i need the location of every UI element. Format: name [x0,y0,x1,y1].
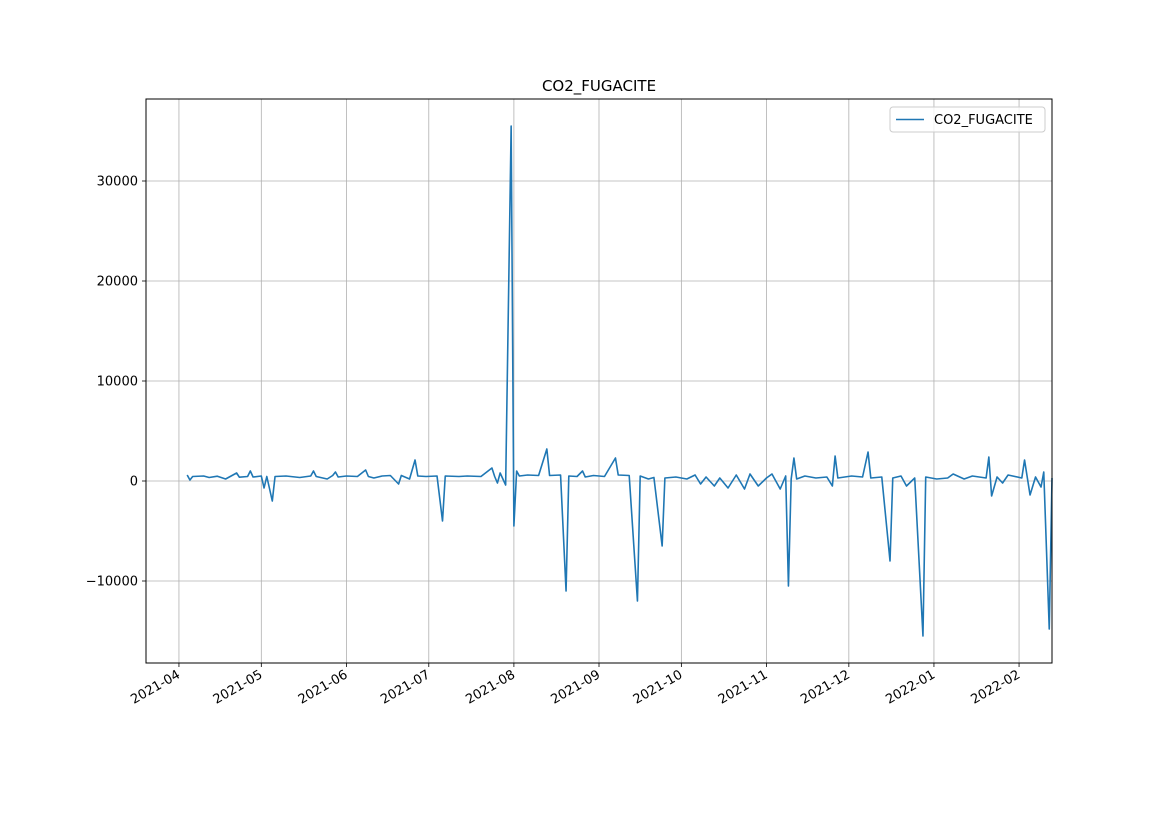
series-layer [186,125,1053,637]
series-line [186,125,1053,637]
y-axis: −10000 0 10000 20000 30000 [86,175,146,590]
legend-label: CO2_FUGACITE [934,113,1033,128]
y-tick-label: 30000 [97,175,138,190]
legend: CO2_FUGACITE [889,106,1046,133]
y-tick-label: 0 [130,475,138,490]
chart-title: CO2_FUGACITE [542,77,656,96]
grid-lines [146,99,1052,663]
y-tick-label: 20000 [97,275,138,290]
y-tick-label: −10000 [86,575,138,590]
y-tick-label: 10000 [97,375,138,390]
legend-box [889,106,1046,133]
